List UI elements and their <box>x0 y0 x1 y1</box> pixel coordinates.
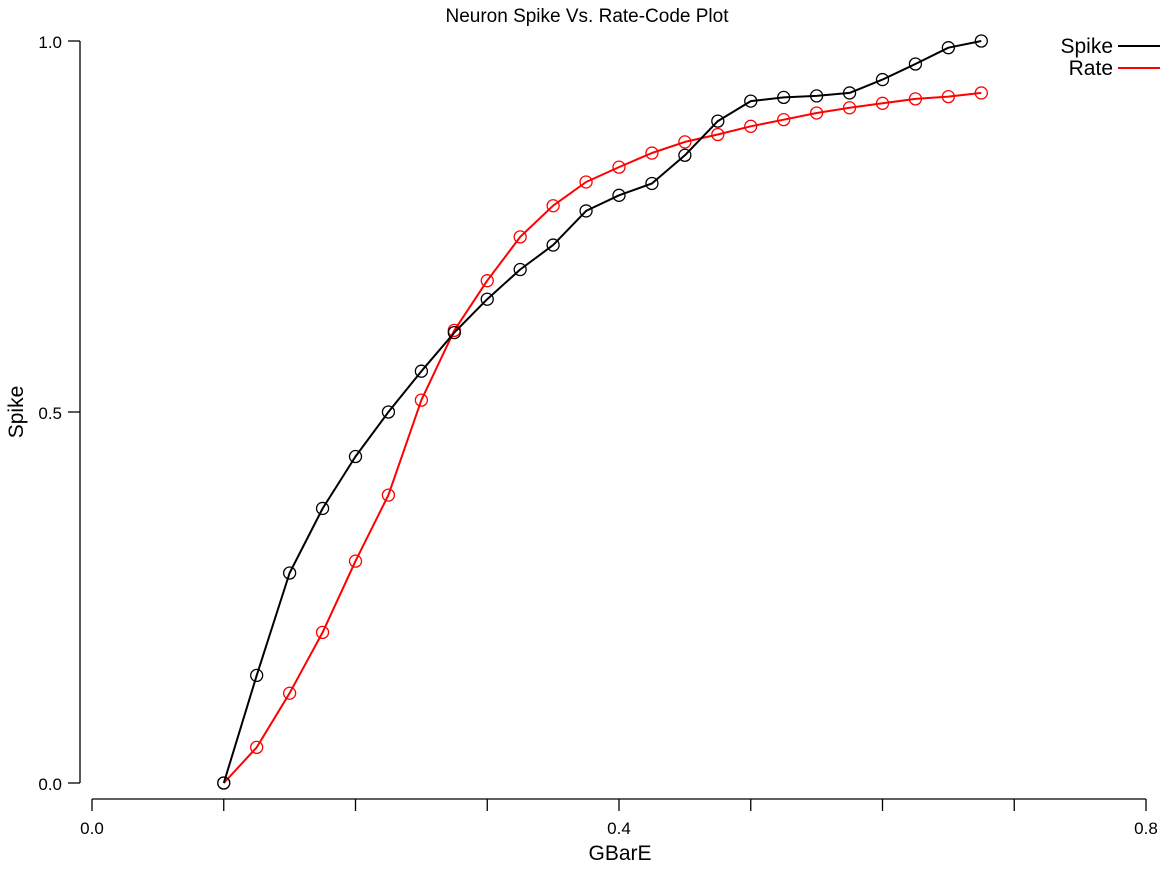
data-point-rate <box>381 488 396 502</box>
y-tick-label: 0.5 <box>38 404 62 423</box>
data-point-spike <box>809 89 824 103</box>
x-axis-ticks: 0.0 0.4 0.8 <box>80 799 1158 838</box>
data-point-spike <box>348 449 363 464</box>
data-point-spike <box>744 94 758 108</box>
data-point-rate <box>842 101 857 115</box>
data-point-rate <box>875 96 890 110</box>
data-point-spike <box>678 148 692 162</box>
data-point-rate <box>348 554 363 568</box>
legend-item-rate: Rate <box>1069 57 1160 80</box>
data-point-spike <box>579 204 593 218</box>
data-point-rate <box>579 175 593 189</box>
data-point-rate <box>678 135 692 149</box>
x-tick-label: 0.8 <box>1134 819 1158 838</box>
data-point-rate <box>546 199 560 213</box>
x-tick-label: 0.0 <box>80 819 104 838</box>
series-line-rate <box>223 91 982 784</box>
data-point-spike <box>842 86 857 100</box>
series-rate <box>217 86 988 790</box>
data-point-spike <box>250 668 264 683</box>
data-point-spike <box>381 405 396 419</box>
x-axis-label: GBarE <box>588 842 651 865</box>
data-point-spike <box>612 188 626 202</box>
data-point-rate <box>250 740 264 755</box>
data-point-rate <box>315 625 330 640</box>
legend-label: Spike <box>1060 35 1113 58</box>
data-point-spike <box>777 90 791 105</box>
data-point-spike <box>711 114 725 128</box>
y-axis-label: Spike <box>5 386 28 439</box>
data-point-rate <box>480 274 494 288</box>
data-point-rate <box>744 119 758 133</box>
data-point-spike <box>875 72 890 87</box>
data-point-rate <box>645 146 659 160</box>
data-point-rate <box>282 686 297 700</box>
data-point-spike <box>974 34 988 48</box>
data-point-rate <box>777 113 791 127</box>
chart-title: Neuron Spike Vs. Rate-Code Plot <box>445 6 729 27</box>
data-point-spike <box>941 41 956 55</box>
data-point-rate <box>908 92 923 106</box>
data-point-rate <box>809 106 824 120</box>
data-point-spike <box>645 176 659 191</box>
data-point-spike <box>546 238 560 252</box>
data-point-spike <box>447 325 461 340</box>
series-layer <box>217 34 988 790</box>
data-point-spike <box>908 57 923 71</box>
data-point-spike <box>315 501 330 516</box>
data-point-rate <box>711 127 725 142</box>
data-point-spike <box>217 776 231 790</box>
data-point-spike <box>480 292 494 306</box>
series-spike <box>217 34 988 790</box>
data-point-rate <box>974 86 988 100</box>
data-point-rate <box>414 393 429 407</box>
data-point-spike <box>282 566 297 580</box>
data-point-rate <box>612 160 626 174</box>
x-tick-label: 0.4 <box>607 819 631 838</box>
y-axis-ticks: 0.0 0.5 1.0 <box>38 33 80 794</box>
series-line-spike <box>222 40 982 784</box>
data-point-rate <box>941 90 956 104</box>
legend-label: Rate <box>1069 57 1113 80</box>
legend-item-spike: Spike <box>1060 35 1160 58</box>
y-tick-label: 0.0 <box>38 775 62 794</box>
data-point-spike <box>414 364 429 378</box>
data-point-rate <box>513 230 527 244</box>
y-tick-label: 1.0 <box>38 33 62 52</box>
data-point-spike <box>513 262 527 277</box>
